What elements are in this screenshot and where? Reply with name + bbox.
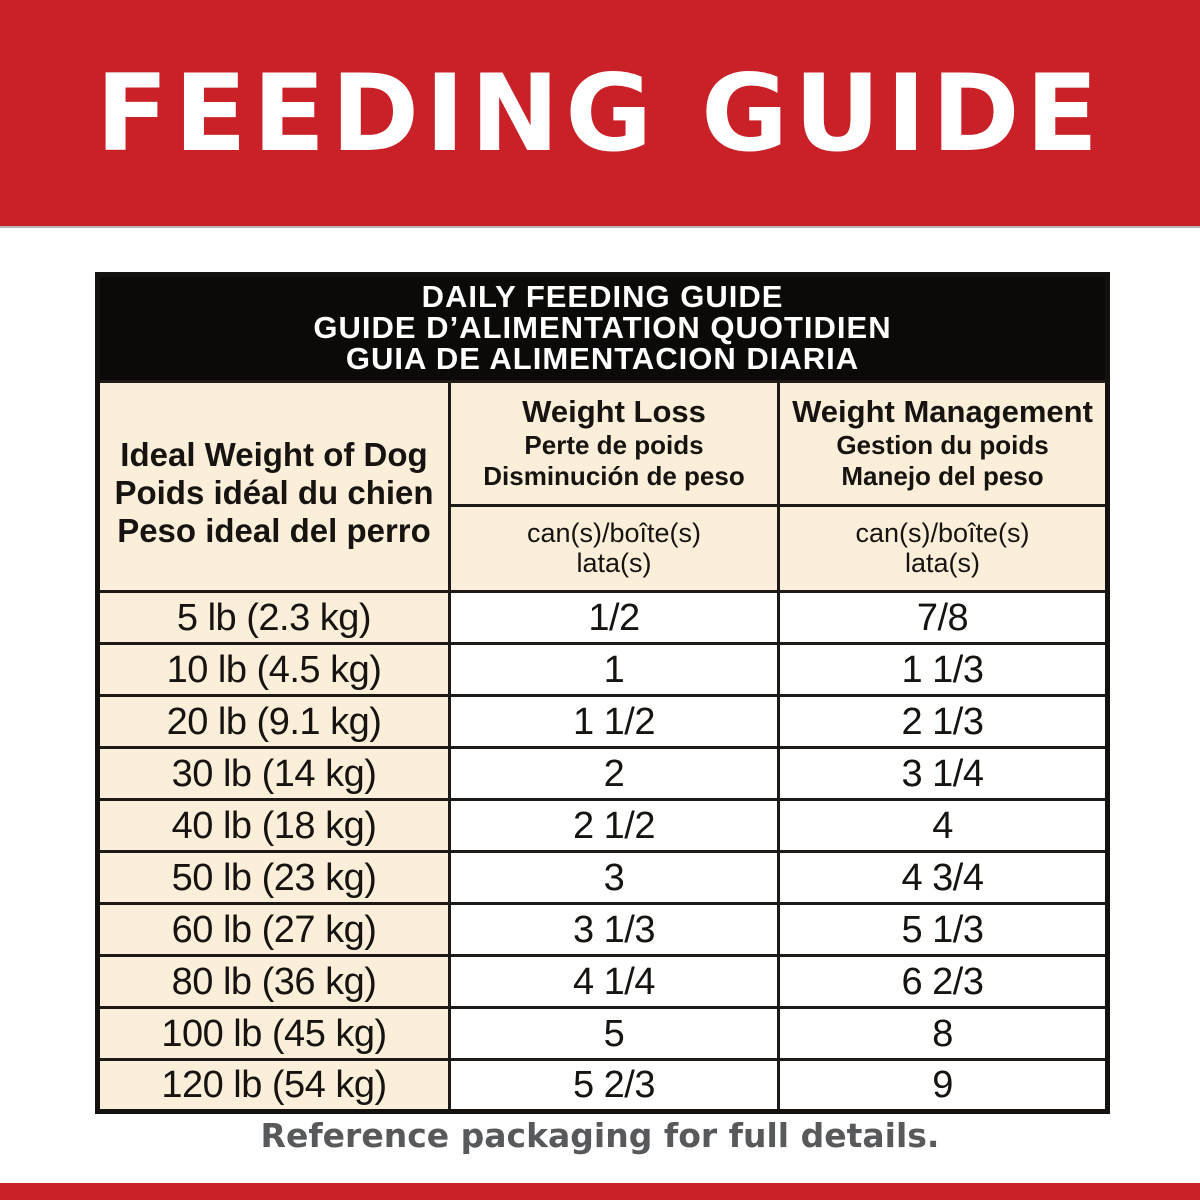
table-title-cell: DAILY FEEDING GUIDE GUIDE D’ALIMENTATION… xyxy=(95,273,1110,383)
weight-loss-header-es: Disminución de peso xyxy=(483,461,745,492)
unit-row: can(s)/boîte(s) lata(s) can(s)/boîte(s) … xyxy=(98,503,1110,594)
weight-cell: 10 lb (4.5 kg) xyxy=(96,642,451,697)
footer-note: Reference packaging for full details. xyxy=(260,1116,940,1155)
ideal-weight-header-fr: Poids idéal du chien xyxy=(114,473,434,511)
weight-management-cell: 8 xyxy=(776,1006,1110,1061)
weight-loss-cell: 5 xyxy=(448,1006,780,1061)
weight-management-cell: 4 3/4 xyxy=(776,850,1110,905)
weight-cell: 20 lb (9.1 kg) xyxy=(96,694,451,749)
table-row: 60 lb (27 kg) 3 1/3 5 1/3 xyxy=(96,902,1110,957)
weight-cell: 100 lb (45 kg) xyxy=(96,1006,451,1061)
weight-loss-cell: 4 1/4 xyxy=(448,954,780,1009)
weight-cell: 5 lb (2.3 kg) xyxy=(96,590,451,645)
weight-management-header-fr: Gestion du poids xyxy=(836,430,1049,461)
table-row: 30 lb (14 kg) 2 3 1/4 xyxy=(96,746,1110,801)
weight-management-cell: 3 1/4 xyxy=(776,746,1110,801)
table-title-row: DAILY FEEDING GUIDE GUIDE D’ALIMENTATION… xyxy=(95,273,1110,383)
table-row: 5 lb (2.3 kg) 1/2 7/8 xyxy=(96,590,1110,645)
page-title: FEEDING GUIDE xyxy=(95,51,1105,175)
feeding-table: DAILY FEEDING GUIDE GUIDE D’ALIMENTATION… xyxy=(95,272,1111,1114)
table-row: 50 lb (23 kg) 3 4 3/4 xyxy=(96,850,1110,905)
weight-management-cell: 5 1/3 xyxy=(776,902,1110,957)
weight-loss-cell: 3 1/3 xyxy=(448,902,780,957)
weight-loss-cell: 5 2/3 xyxy=(448,1058,780,1113)
weight-management-cell: 1 1/3 xyxy=(776,642,1110,697)
table-row: 100 lb (45 kg) 5 8 xyxy=(96,1006,1110,1061)
weight-management-cell: 9 xyxy=(776,1058,1110,1113)
table-row: 40 lb (18 kg) 2 1/2 4 xyxy=(96,798,1110,853)
weight-loss-unit-cell: can(s)/boîte(s) lata(s) xyxy=(448,503,780,594)
weight-management-cell: 2 1/3 xyxy=(776,694,1110,749)
weight-loss-cell: 1 1/2 xyxy=(448,694,780,749)
weight-cell: 30 lb (14 kg) xyxy=(96,746,451,801)
weight-loss-header-en: Weight Loss xyxy=(522,394,706,430)
ideal-weight-header-cell: Ideal Weight of Dog Poids idéal du chien… xyxy=(96,380,451,593)
weight-cell: 50 lb (23 kg) xyxy=(96,850,451,905)
weight-loss-cell: 3 xyxy=(448,850,780,905)
weight-management-cell: 4 xyxy=(776,798,1110,853)
ideal-weight-header-es: Peso ideal del perro xyxy=(117,511,431,549)
weight-loss-cell: 2 xyxy=(448,746,780,801)
table-row: 120 lb (54 kg) 5 2/3 9 xyxy=(96,1058,1110,1113)
weight-loss-cell: 1/2 xyxy=(448,590,780,645)
table-title-es: GUIA DE ALIMENTACION DIARIA xyxy=(345,341,860,376)
table-row: 20 lb (9.1 kg) 1 1/2 2 1/3 xyxy=(96,694,1110,749)
column-header-row: Ideal Weight of Dog Poids idéal du chien… xyxy=(96,380,1110,593)
table-title-en: DAILY FEEDING GUIDE xyxy=(421,279,784,314)
table-row: 10 lb (4.5 kg) 1 1 1/3 xyxy=(96,642,1110,697)
weight-management-unit-line2: lata(s) xyxy=(905,548,981,579)
weight-loss-unit-line1: can(s)/boîte(s) xyxy=(526,518,702,549)
weight-loss-unit-line2: lata(s) xyxy=(576,548,652,579)
feeding-guide-banner: FEEDING GUIDE xyxy=(0,0,1200,228)
weight-cell: 60 lb (27 kg) xyxy=(96,902,451,957)
weight-management-cell: 6 2/3 xyxy=(776,954,1110,1009)
weight-management-header-cell: Weight Management Gestion du poids Manej… xyxy=(776,380,1110,507)
table-title-fr: GUIDE D’ALIMENTATION QUOTIDIEN xyxy=(313,310,892,345)
feeding-table-container: DAILY FEEDING GUIDE GUIDE D’ALIMENTATION… xyxy=(95,272,1111,1114)
weight-management-header-en: Weight Management xyxy=(792,394,1093,430)
weight-loss-header-fr: Perte de poids xyxy=(524,430,704,461)
bottom-red-strip xyxy=(0,1183,1200,1200)
weight-management-unit-line1: can(s)/boîte(s) xyxy=(855,518,1030,549)
weight-cell: 80 lb (36 kg) xyxy=(96,954,451,1009)
weight-management-unit-cell: can(s)/boîte(s) lata(s) xyxy=(776,503,1110,594)
weight-loss-cell: 2 1/2 xyxy=(448,798,780,853)
weight-loss-header-cell: Weight Loss Perte de poids Disminución d… xyxy=(448,380,780,507)
ideal-weight-header-en: Ideal Weight of Dog xyxy=(120,435,428,473)
weight-cell: 40 lb (18 kg) xyxy=(96,798,451,853)
weight-management-cell: 7/8 xyxy=(776,590,1110,645)
weight-cell: 120 lb (54 kg) xyxy=(96,1058,451,1113)
table-row: 80 lb (36 kg) 4 1/4 6 2/3 xyxy=(96,954,1110,1009)
weight-loss-cell: 1 xyxy=(448,642,780,697)
weight-management-header-es: Manejo del peso xyxy=(841,461,1044,492)
